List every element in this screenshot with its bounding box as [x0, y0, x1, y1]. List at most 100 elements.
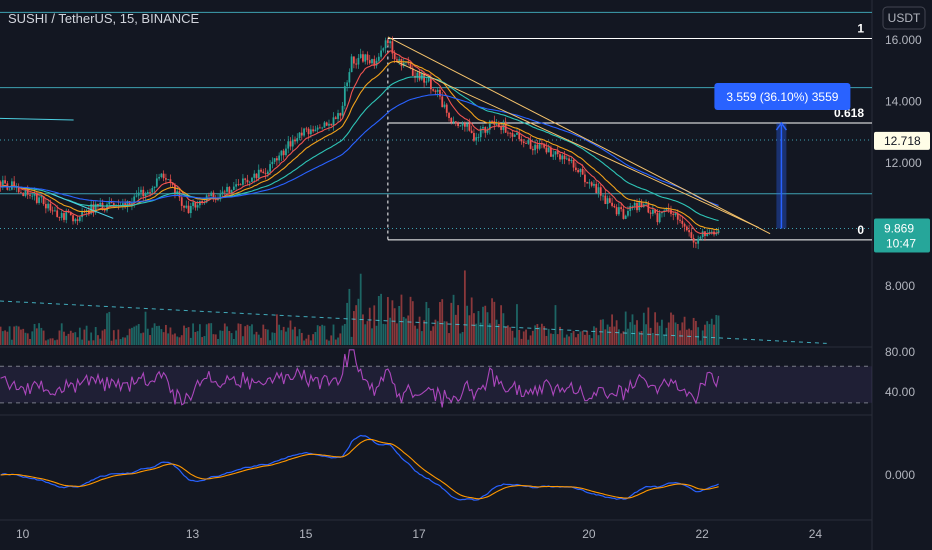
time-tick-label: 20: [582, 527, 596, 541]
volume-bar: [663, 334, 666, 345]
volume-bar: [495, 319, 498, 345]
volume-bar: [280, 330, 283, 345]
volume-bar: [411, 301, 414, 345]
volume-bar: [94, 327, 97, 345]
volume-bar: [584, 334, 586, 345]
volume-bar: [627, 328, 629, 345]
volume-bar: [536, 324, 539, 345]
volume-bar: [362, 314, 364, 345]
volume-bar: [484, 305, 487, 345]
volume-bar: [108, 311, 111, 345]
volume-bar: [561, 330, 564, 345]
volume-bar: [538, 327, 541, 345]
volume-bar: [278, 324, 281, 345]
candle-body: [629, 206, 632, 211]
ema-long-line: [0, 94, 719, 206]
fib-level-label: 0: [857, 223, 864, 237]
candle-body: [4, 180, 6, 184]
candle-body: [495, 122, 498, 125]
volume-bar: [76, 337, 79, 345]
volume-bar: [178, 337, 181, 345]
volume-bar: [470, 297, 473, 345]
volume-bar: [459, 333, 462, 345]
candle-body: [296, 138, 299, 142]
candle-body: [174, 184, 176, 195]
currency-button[interactable]: USDT: [882, 6, 926, 30]
volume-bar: [629, 322, 632, 345]
volume-bar: [264, 329, 267, 345]
volume-bar: [491, 298, 493, 345]
volume-bar: [667, 322, 670, 345]
candle-body: [640, 201, 643, 207]
last-price-label: 9.869: [884, 222, 914, 236]
volume-bar: [271, 332, 274, 345]
volume-bar: [257, 334, 260, 345]
volume-bar: [620, 333, 623, 345]
candle-body: [239, 184, 242, 186]
candle-body: [158, 177, 161, 179]
candle-body: [423, 73, 426, 83]
candle-body: [289, 141, 292, 147]
volume-bar: [10, 339, 13, 345]
trend-line-2[interactable]: [0, 117, 74, 121]
candle-body: [531, 148, 534, 151]
candle-body: [266, 171, 269, 174]
candle-body: [645, 203, 647, 205]
time-tick-label: 22: [695, 527, 709, 541]
price-range-measure[interactable]: 3.559 (36.10%) 3559: [714, 83, 851, 229]
volume-bar: [339, 333, 342, 345]
candle-body: [316, 127, 319, 130]
candle-body: [309, 129, 312, 135]
candle-body: [346, 82, 349, 87]
candle-body: [13, 181, 16, 188]
volume-bar: [298, 329, 301, 345]
candle-body: [572, 159, 575, 168]
volume-bar: [343, 323, 346, 345]
volume-bar: [497, 324, 500, 345]
volume-bar: [189, 337, 192, 345]
candle-body: [457, 123, 459, 127]
volume-bar: [640, 330, 643, 345]
trend-line-1[interactable]: [396, 61, 759, 229]
trend-line-3[interactable]: [50, 193, 114, 219]
candle-body: [699, 237, 702, 239]
volume-bar: [208, 323, 210, 345]
candle-body: [445, 104, 448, 113]
volume-bar: [649, 327, 652, 345]
volume-bar: [328, 340, 330, 345]
volume-bar: [212, 334, 215, 345]
candle-body: [135, 195, 138, 197]
volume-bar: [522, 331, 525, 345]
volume-bar: [427, 308, 430, 345]
candle-body: [128, 201, 131, 207]
volume-bar: [1, 331, 4, 345]
volume-bar: [473, 313, 475, 345]
candle-body: [631, 205, 634, 207]
volume-bar: [49, 338, 52, 345]
candle-body: [212, 192, 215, 199]
volume-bar: [87, 340, 90, 345]
candle-body: [31, 195, 34, 197]
candle-body: [418, 72, 421, 80]
macd-signal-line: [0, 438, 719, 500]
trend-line-0[interactable]: [387, 36, 771, 235]
trend-lines[interactable]: [0, 36, 771, 235]
volume-bar: [174, 333, 176, 345]
volume-bar: [22, 328, 25, 345]
candle-body: [167, 179, 170, 181]
candle-body: [255, 173, 258, 179]
candle-body: [661, 211, 663, 214]
time-tick-label: 13: [186, 527, 200, 541]
candle-body: [108, 200, 111, 205]
volume-bar: [554, 305, 557, 345]
volume-bar: [642, 312, 645, 345]
candle-body: [210, 192, 213, 197]
volume-bar: [262, 324, 265, 345]
candle-body: [613, 205, 616, 208]
volume-bar: [305, 338, 308, 345]
volume-bar: [670, 312, 672, 345]
volume-bar: [638, 331, 641, 345]
volume-bar: [196, 331, 199, 345]
